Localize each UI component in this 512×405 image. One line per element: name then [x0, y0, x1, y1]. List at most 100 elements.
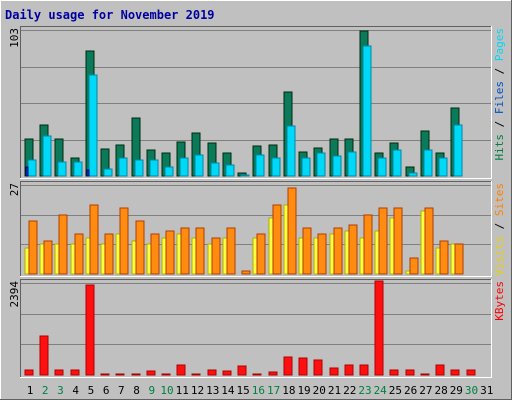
bar-sites-day-11 [180, 227, 190, 275]
bar-files-day-3 [57, 161, 67, 177]
bar-kbytes-day-7 [115, 373, 125, 376]
legend-entry: / [493, 216, 506, 236]
legend-entry: / [493, 114, 506, 134]
bar-kbytes-day-19 [298, 357, 308, 376]
bar-kbytes-day-12 [191, 373, 201, 376]
x-tick-label: 3 [57, 384, 64, 397]
bar-kbytes-day-23 [359, 364, 369, 376]
x-tick-label: 10 [160, 384, 173, 397]
bar-files-day-27 [423, 149, 433, 177]
x-tick-label: 1 [27, 384, 34, 397]
bar-files-day-13 [210, 162, 220, 177]
x-tick-label: 29 [450, 384, 463, 397]
bar-sites-day-6 [104, 233, 114, 275]
bar-files-day-11 [179, 157, 189, 177]
bar-kbytes-day-25 [389, 369, 399, 376]
x-tick-label: 21 [328, 384, 341, 397]
legend-entry: Files [493, 81, 506, 114]
panel-visits-sites: 27 Visits / Sites [8, 181, 506, 277]
x-tick-label: 7 [118, 384, 125, 397]
bar-kbytes-day-15 [237, 365, 247, 376]
bar-files-day-17 [271, 157, 281, 177]
y-max-label: 27 [8, 183, 21, 196]
legend-kbytes: KBytes [493, 281, 506, 321]
bar-kbytes-day-13 [207, 369, 217, 376]
x-tick-label: 19 [297, 384, 310, 397]
x-tick-label: 26 [404, 384, 417, 397]
x-tick-label: 11 [176, 384, 189, 397]
x-tick-label: 6 [103, 384, 110, 397]
bar-files-day-24 [377, 157, 387, 177]
bar-sites-day-24 [378, 207, 388, 275]
bar-sites-day-23 [363, 214, 373, 275]
bar-kbytes-day-28 [435, 364, 445, 376]
legend-entry: Visits [493, 236, 506, 276]
bar-kbytes-day-21 [329, 367, 339, 376]
bar-kbytes-day-16 [252, 373, 262, 376]
bar-sites-day-18 [287, 187, 297, 275]
bar-files-day-18 [286, 125, 296, 177]
y-max-label: 103 [8, 28, 21, 48]
bar-files-day-5 [88, 74, 98, 177]
bar-kbytes-day-22 [344, 364, 354, 376]
bar-kbytes-day-2 [39, 335, 49, 376]
bar-kbytes-day-20 [313, 359, 323, 376]
bar-kbytes-day-11 [176, 364, 186, 376]
panel-hits-files-pages: 103 Hits / Files / Pages [8, 26, 506, 179]
x-tick-label: 24 [374, 384, 388, 397]
panel-kbytes: 2394 KBytes [8, 279, 506, 378]
bar-files-day-22 [347, 151, 357, 177]
bar-kbytes-day-4 [70, 369, 80, 376]
bar-kbytes-day-14 [222, 370, 232, 376]
bar-sites-day-10 [165, 230, 175, 275]
x-tick-label: 16 [252, 384, 265, 397]
bar-kbytes-day-18 [283, 356, 293, 376]
bar-kbytes-day-29 [450, 369, 460, 376]
bar-sites-day-13 [211, 237, 221, 275]
bar-sites-day-1 [28, 220, 38, 275]
chart-title: Daily usage for November 2019 [5, 8, 215, 22]
bar-sites-day-3 [58, 214, 68, 275]
legend-entry: Pages [493, 28, 506, 61]
bar-kbytes-day-26 [405, 369, 415, 376]
x-tick-label: 2 [42, 384, 49, 397]
bar-sites-day-21 [333, 227, 343, 275]
x-tick-label: 27 [419, 384, 432, 397]
x-tick-label: 18 [282, 384, 295, 397]
x-tick-label: 9 [148, 384, 155, 397]
bar-files-day-9 [149, 159, 159, 177]
x-tick-label: 13 [206, 384, 219, 397]
x-tick-label: 31 [480, 384, 493, 397]
bar-sites-day-22 [348, 224, 358, 275]
bar-kbytes-day-8 [131, 373, 141, 376]
bar-sites-day-28 [439, 240, 449, 275]
bar-sites-day-17 [272, 204, 282, 275]
bar-files-day-10 [164, 166, 174, 177]
bar-files-day-4 [73, 161, 83, 177]
x-tick-label: 14 [221, 384, 235, 397]
bar-kbytes-day-10 [161, 373, 171, 376]
bar-files-day-7 [118, 157, 128, 177]
bar-kbytes-day-6 [100, 373, 110, 376]
bar-files-day-26 [408, 172, 418, 177]
bar-files-day-1 [27, 159, 37, 177]
bar-sites-day-29 [454, 243, 464, 275]
bar-files-day-28 [438, 157, 448, 177]
bar-kbytes-day-5 [85, 284, 95, 376]
bar-files-day-19 [301, 157, 311, 177]
bar-sites-day-26 [409, 257, 419, 275]
legend-entry: KBytes [493, 281, 506, 321]
bar-sites-day-20 [317, 233, 327, 275]
bar-kbytes-day-1 [24, 369, 34, 376]
x-axis-day-labels: 1 2 3 4 5 6 7 8 9 10 11 12 13 14 15 16 17 18 19 20 21 22 23 24 2… [27, 384, 494, 397]
bar-kbytes-day-30 [466, 369, 476, 376]
bar-files-day-21 [332, 155, 342, 177]
bar-kbytes-day-17 [268, 371, 278, 376]
x-tick-label: 22 [343, 384, 356, 397]
x-tick-label: 8 [133, 384, 140, 397]
legend-hits-files-pages: Hits / Files / Pages [493, 28, 506, 161]
x-tick-label: 28 [434, 384, 447, 397]
